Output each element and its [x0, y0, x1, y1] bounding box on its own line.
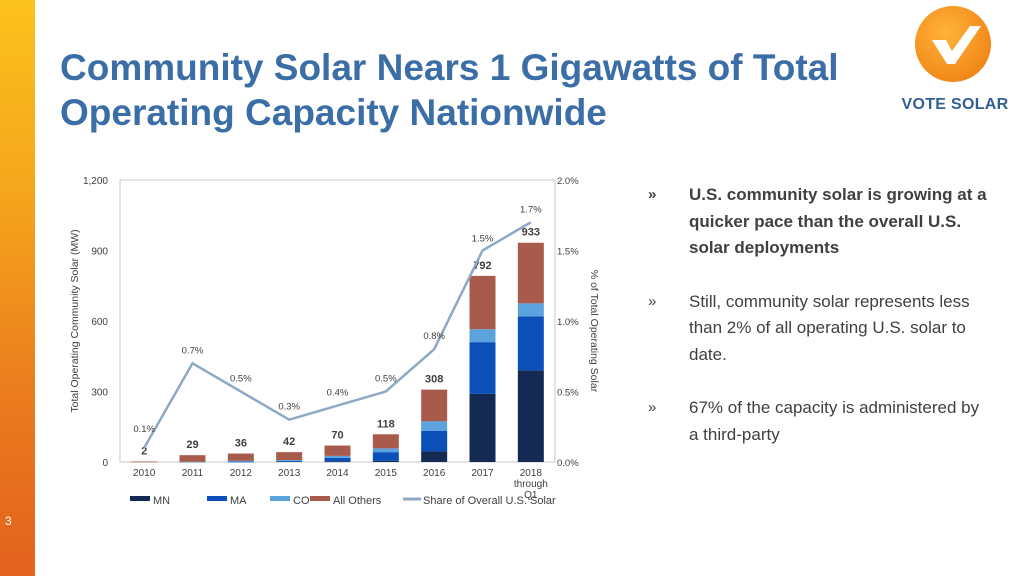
x-tick-label: 2011: [182, 468, 204, 479]
bar-segment-co: [421, 421, 448, 431]
bar-segment-all-others: [276, 452, 303, 461]
bullet-text: Still, community solar represents less t…: [689, 291, 970, 364]
bar-total-label: 308: [425, 374, 443, 386]
x-tick-label: 2016: [423, 468, 446, 479]
y-tick-label: 0: [102, 458, 108, 469]
bar-segment-mn: [517, 370, 544, 462]
bullet-text: U.S. community solar is growing at a qui…: [689, 185, 987, 257]
bar-segment-mn: [372, 460, 399, 462]
vote-solar-logo: VOTE SOLAR: [893, 5, 1017, 117]
y-tick-label: 600: [91, 317, 108, 328]
logo-text: VOTE SOLAR: [901, 96, 1009, 113]
bullet-item: » Still, community solar represents less…: [648, 289, 988, 369]
bar-total-label: 36: [235, 438, 247, 450]
y2-tick-label: 1.0%: [557, 317, 579, 328]
share-label: 1.7%: [520, 204, 542, 215]
bar-total-label: 29: [186, 439, 198, 451]
bar-segment-co: [469, 329, 496, 343]
bullet-marker: »: [648, 186, 657, 203]
bar-segment-mn: [469, 393, 496, 462]
legend-label: Share of Overall U.S. Solar: [423, 495, 556, 507]
bar-segment-all-others: [179, 455, 206, 462]
legend-label: All Others: [333, 495, 382, 507]
y-axis-title: Total Operating Community Solar (MW): [69, 229, 81, 412]
share-label: 0.3%: [278, 402, 300, 413]
legend-swatch-mn: [130, 496, 150, 501]
x-tick-label: 2015: [375, 468, 398, 479]
y2-tick-label: 0.5%: [557, 388, 579, 399]
community-solar-chart: 0 300 600 900 1,200 0.0% 0.5% 1.0% 1.5% 2.0% Total…: [69, 176, 600, 507]
bar-total-label: 118: [377, 418, 395, 430]
bar-segment-all-others: [372, 434, 399, 449]
bar-segment-all-others: [227, 453, 254, 461]
checkmark-icon: [932, 26, 981, 64]
x-tick-label: 2018 through Q1: [514, 468, 548, 501]
bar-segment-ma: [372, 452, 399, 461]
bar-segment-ma: [517, 316, 544, 371]
x-tick-label: 2014: [326, 468, 349, 479]
slide-number: 3: [5, 514, 12, 528]
side-accent-bar: [0, 0, 35, 576]
bar-segment-co: [227, 460, 254, 462]
share-label: 0.1%: [133, 424, 155, 435]
bar-segment-co: [276, 460, 303, 462]
x-tick-label: 2010: [133, 468, 156, 479]
legend-label: CO: [293, 495, 310, 507]
y2-tick-label: 0.0%: [557, 458, 579, 469]
bar-segment-ma: [421, 430, 448, 452]
bar-segment-all-others: [469, 275, 496, 330]
bar-segment-co: [517, 303, 544, 317]
y2-axis-title: % of Total Operating Solar: [588, 270, 600, 393]
bullet-marker: »: [648, 399, 657, 416]
logo-badge: [915, 6, 991, 82]
y-tick-label: 1,200: [83, 176, 108, 187]
bullet-item: » 67% of the capacity is administered by…: [648, 395, 988, 448]
legend-swatch-ma: [207, 496, 227, 501]
y-tick-label: 900: [91, 247, 108, 258]
bar-segment-co: [179, 461, 206, 463]
share-label: 0.5%: [375, 374, 397, 385]
bullet-marker: »: [648, 292, 657, 310]
bullet-item: » U.S. community solar is growing at a q…: [648, 182, 988, 262]
bar-segment-all-others: [131, 461, 158, 463]
y2-tick-label: 2.0%: [557, 176, 579, 187]
bar-segment-mn: [421, 451, 448, 462]
share-label: 1.5%: [472, 234, 494, 245]
x-tick-label-line: through: [514, 479, 548, 490]
x-tick-label: 2012: [230, 468, 253, 479]
legend-label: MN: [153, 495, 170, 507]
legend-swatch-co: [270, 496, 290, 501]
y2-tick-label: 1.5%: [557, 247, 579, 258]
bar-segment-mn: [324, 461, 351, 463]
bar-segment-all-others: [517, 242, 544, 304]
bar-segment-ma: [324, 457, 351, 462]
bar-segment-ma: [227, 461, 254, 463]
x-tick-label-line: 2018: [520, 468, 543, 479]
share-line: [143, 221, 532, 449]
bar-total-label: 933: [522, 227, 540, 239]
bar-segment-co: [372, 448, 399, 453]
share-label: 0.5%: [230, 374, 252, 385]
y-tick-label: 300: [91, 388, 108, 399]
legend-label: MA: [230, 495, 247, 507]
share-label: 0.4%: [327, 388, 349, 399]
share-label: 0.8%: [423, 331, 445, 342]
bar-segment-ma: [469, 342, 496, 394]
bullet-list: » U.S. community solar is growing at a q…: [648, 182, 988, 475]
bar-total-label: 70: [331, 430, 343, 442]
bar-segment-ma: [276, 461, 303, 462]
bar-total-label: 2: [141, 446, 147, 458]
x-tick-label-line: Q1: [524, 490, 538, 501]
bar-segment-all-others: [421, 389, 448, 422]
share-label: 0.7%: [182, 345, 204, 356]
bar-segment-co: [324, 455, 351, 458]
legend-swatch-all-others: [310, 496, 330, 501]
bar-total-label: 42: [283, 436, 295, 448]
x-tick-label: 2013: [278, 468, 301, 479]
bullet-text: 67% of the capacity is administered by a…: [689, 398, 980, 444]
slide-title: Community Solar Nears 1 Gigawatts of Tot…: [60, 47, 839, 133]
bar-segment-all-others: [324, 445, 351, 456]
x-tick-label: 2017: [471, 468, 494, 479]
bar-total-label: 792: [473, 260, 491, 272]
